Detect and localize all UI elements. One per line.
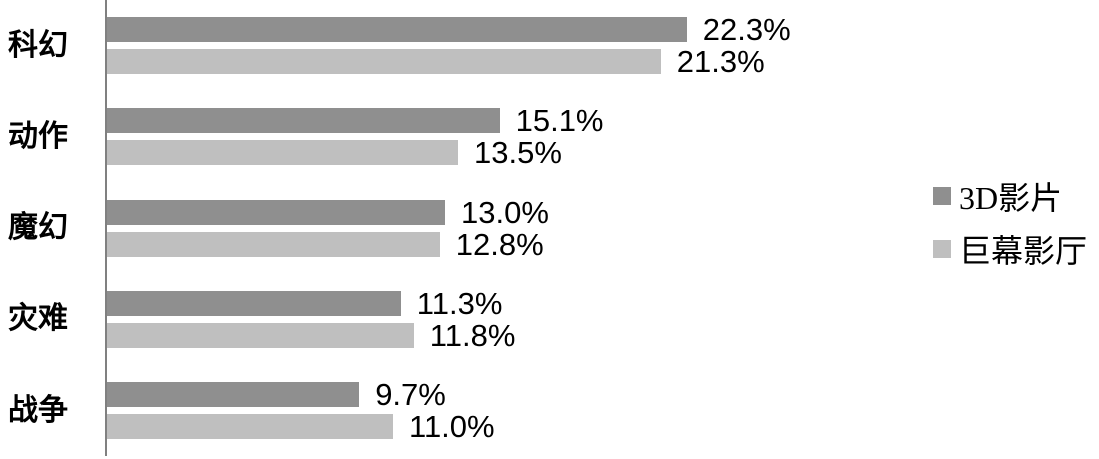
bar	[107, 199, 445, 225]
value-label: 11.0%	[409, 409, 495, 444]
bar	[107, 414, 393, 439]
legend-swatch-icon	[933, 187, 951, 205]
value-label: 11.3%	[416, 285, 503, 321]
category-label: 科幻	[8, 28, 68, 62]
bar	[107, 322, 414, 348]
legend: 3D影片 巨幕影厅	[933, 179, 1087, 269]
y-axis-line	[105, 0, 107, 456]
bar	[107, 382, 360, 407]
legend-item: 巨幕影厅	[933, 232, 1087, 269]
bar	[107, 49, 661, 74]
legend-label: 3D影片	[959, 180, 1063, 216]
value-label: 11.8%	[429, 317, 516, 353]
legend-swatch-icon	[933, 240, 951, 258]
category-label: 灾难	[8, 302, 68, 336]
legend-item: 3D影片	[933, 179, 1087, 216]
bar	[107, 108, 500, 134]
value-label: 13.0%	[461, 194, 549, 230]
value-label: 15.1%	[515, 103, 604, 139]
category-label: 动作	[8, 119, 68, 153]
legend-label: 巨幕影厅	[959, 233, 1088, 269]
bar	[107, 17, 687, 42]
value-label: 21.3%	[676, 44, 765, 79]
value-label: 22.3%	[702, 12, 791, 47]
value-label: 9.7%	[375, 377, 446, 412]
bar	[107, 290, 401, 316]
value-label: 13.5%	[474, 135, 562, 171]
bar	[107, 140, 458, 166]
bar	[107, 231, 440, 257]
category-label: 战争	[8, 393, 68, 427]
value-label: 12.8%	[455, 226, 544, 262]
category-label: 魔幻	[8, 211, 68, 244]
